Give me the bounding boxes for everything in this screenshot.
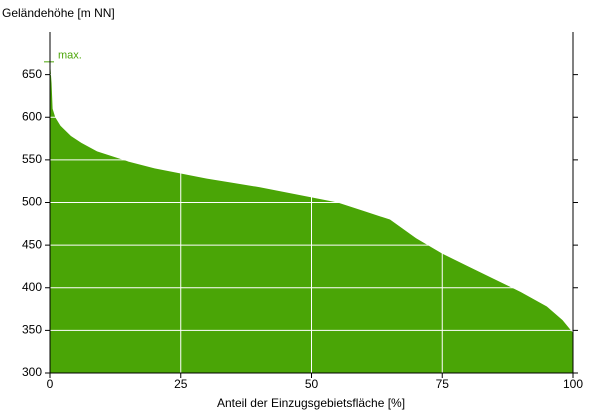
y-tick-label: 500 — [22, 195, 42, 209]
y-tick-label: 300 — [22, 365, 42, 379]
x-tick-label: 75 — [436, 377, 450, 391]
y-tick-label: 650 — [22, 67, 42, 81]
annotation: max. — [58, 50, 82, 62]
x-tick-label: 50 — [305, 377, 319, 391]
y-tick-label: 350 — [22, 323, 42, 337]
x-axis-title: Anteil der Einzugsgebietsfläche [%] — [217, 396, 405, 410]
x-tick-label: 100 — [563, 377, 583, 391]
y-axis-title: Geländehöhe [m NN] — [2, 6, 115, 20]
y-tick-label: 400 — [22, 280, 42, 294]
y-tick-label: 450 — [22, 237, 42, 251]
y-tick-label: 550 — [22, 152, 42, 166]
x-tick-label: 0 — [47, 377, 54, 391]
x-tick-label: 25 — [174, 377, 188, 391]
y-tick-label: 600 — [22, 109, 42, 123]
